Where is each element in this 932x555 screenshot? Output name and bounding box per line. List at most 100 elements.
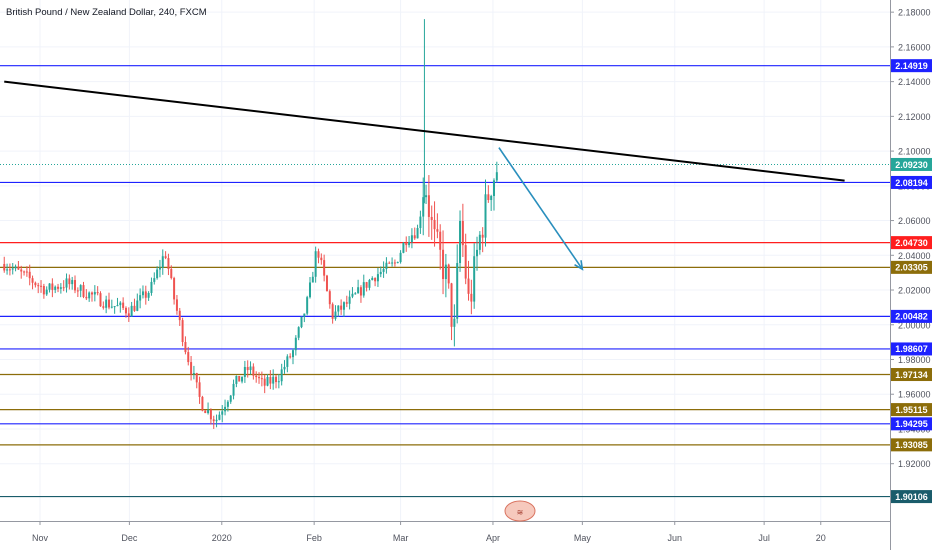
candle-body xyxy=(71,280,74,285)
candle-body xyxy=(130,305,133,317)
candle-body xyxy=(147,292,150,298)
candle-body xyxy=(99,293,102,307)
candle-body xyxy=(493,180,496,197)
candle-body xyxy=(110,306,113,308)
price-axis-background xyxy=(890,0,932,550)
candle-body xyxy=(473,256,476,302)
candle-body xyxy=(133,305,136,311)
y-tick-label: 1.98000 xyxy=(898,355,931,365)
candle-body xyxy=(289,356,292,358)
candle-body xyxy=(153,278,156,282)
candle-body xyxy=(107,299,110,308)
candle-body xyxy=(433,219,436,230)
candle-body xyxy=(351,293,354,297)
candle-body xyxy=(450,283,453,327)
candle-body xyxy=(393,262,396,264)
x-tick-label: Feb xyxy=(306,533,322,543)
candle-body xyxy=(51,283,54,290)
candle-body xyxy=(323,260,326,276)
candle-body xyxy=(124,307,127,314)
candle-body xyxy=(442,249,445,280)
level-label: 1.98607 xyxy=(895,344,928,354)
candle-body xyxy=(156,269,159,279)
level-label: 1.90106 xyxy=(895,492,928,502)
candle-body xyxy=(470,293,473,302)
candle-body xyxy=(23,271,26,273)
candle-body xyxy=(57,286,60,289)
candle-body xyxy=(226,401,229,407)
candle-body xyxy=(495,172,498,181)
current-price-label-box xyxy=(891,157,932,171)
candle-body xyxy=(238,375,241,382)
candle-body xyxy=(20,269,23,272)
candle-body xyxy=(187,352,190,363)
candle-body xyxy=(31,278,34,283)
candle-body xyxy=(235,375,238,384)
candle-body xyxy=(308,282,311,298)
tradingview-badge[interactable]: ≋ xyxy=(504,500,536,522)
grid xyxy=(0,0,890,521)
candle-body xyxy=(91,292,94,295)
candle-body xyxy=(427,195,430,217)
candle-body xyxy=(8,269,11,271)
candle-body xyxy=(59,287,62,289)
candle-body xyxy=(464,245,467,279)
candle-body xyxy=(379,271,382,275)
x-tick-label: Nov xyxy=(32,533,49,543)
candle-body xyxy=(181,320,184,343)
candle-body xyxy=(306,297,309,314)
level-label-box xyxy=(891,260,932,274)
candle-body xyxy=(453,318,456,327)
candle-body xyxy=(365,282,368,288)
candle-body xyxy=(42,286,45,295)
level-label: 2.04730 xyxy=(895,238,928,248)
y-tick-label: 1.92000 xyxy=(898,459,931,469)
candle-body xyxy=(62,287,65,289)
axes: 1.920001.940001.960001.980002.000002.020… xyxy=(32,8,931,543)
candle-body xyxy=(209,409,212,420)
current-price-label: 2.09230 xyxy=(895,160,928,170)
candle-body xyxy=(6,269,9,271)
level-label: 2.00482 xyxy=(895,312,928,322)
x-tick-label: Apr xyxy=(486,533,500,543)
candle-body xyxy=(444,264,447,280)
candle-body xyxy=(79,285,82,291)
candle-body xyxy=(320,257,323,261)
level-label: 1.94295 xyxy=(895,419,928,429)
level-label-box xyxy=(891,490,932,504)
candle-body xyxy=(37,285,40,287)
candle-body xyxy=(170,269,173,279)
y-tick-label: 2.06000 xyxy=(898,216,931,226)
candle-body xyxy=(74,280,77,291)
candle-body xyxy=(116,305,119,307)
candle-body xyxy=(184,342,187,353)
candle-body xyxy=(141,291,144,296)
candle-body xyxy=(371,277,374,281)
candle-body xyxy=(263,378,266,386)
x-tick-label: Mar xyxy=(393,533,409,543)
candle-body xyxy=(119,302,122,306)
candle-body xyxy=(430,216,433,220)
candle-body xyxy=(269,377,272,384)
candle-body xyxy=(331,304,334,319)
candle-body xyxy=(164,256,167,259)
candle-body xyxy=(292,350,295,358)
level-label-box xyxy=(891,403,932,417)
candle-body xyxy=(345,302,348,304)
candle-body xyxy=(388,262,391,264)
candle-body xyxy=(402,242,405,253)
candle-body xyxy=(88,292,91,299)
candle-body xyxy=(376,274,379,282)
candle-body xyxy=(348,296,351,304)
candle-body xyxy=(328,291,331,305)
candle-body xyxy=(221,411,224,415)
candle-body xyxy=(102,306,105,308)
candle-body xyxy=(105,299,108,308)
candle-body xyxy=(374,277,377,282)
candle-body xyxy=(461,220,464,246)
candle-body xyxy=(294,337,297,351)
candle-body xyxy=(96,292,99,294)
candle-body xyxy=(314,251,317,277)
candle-body xyxy=(198,382,201,397)
